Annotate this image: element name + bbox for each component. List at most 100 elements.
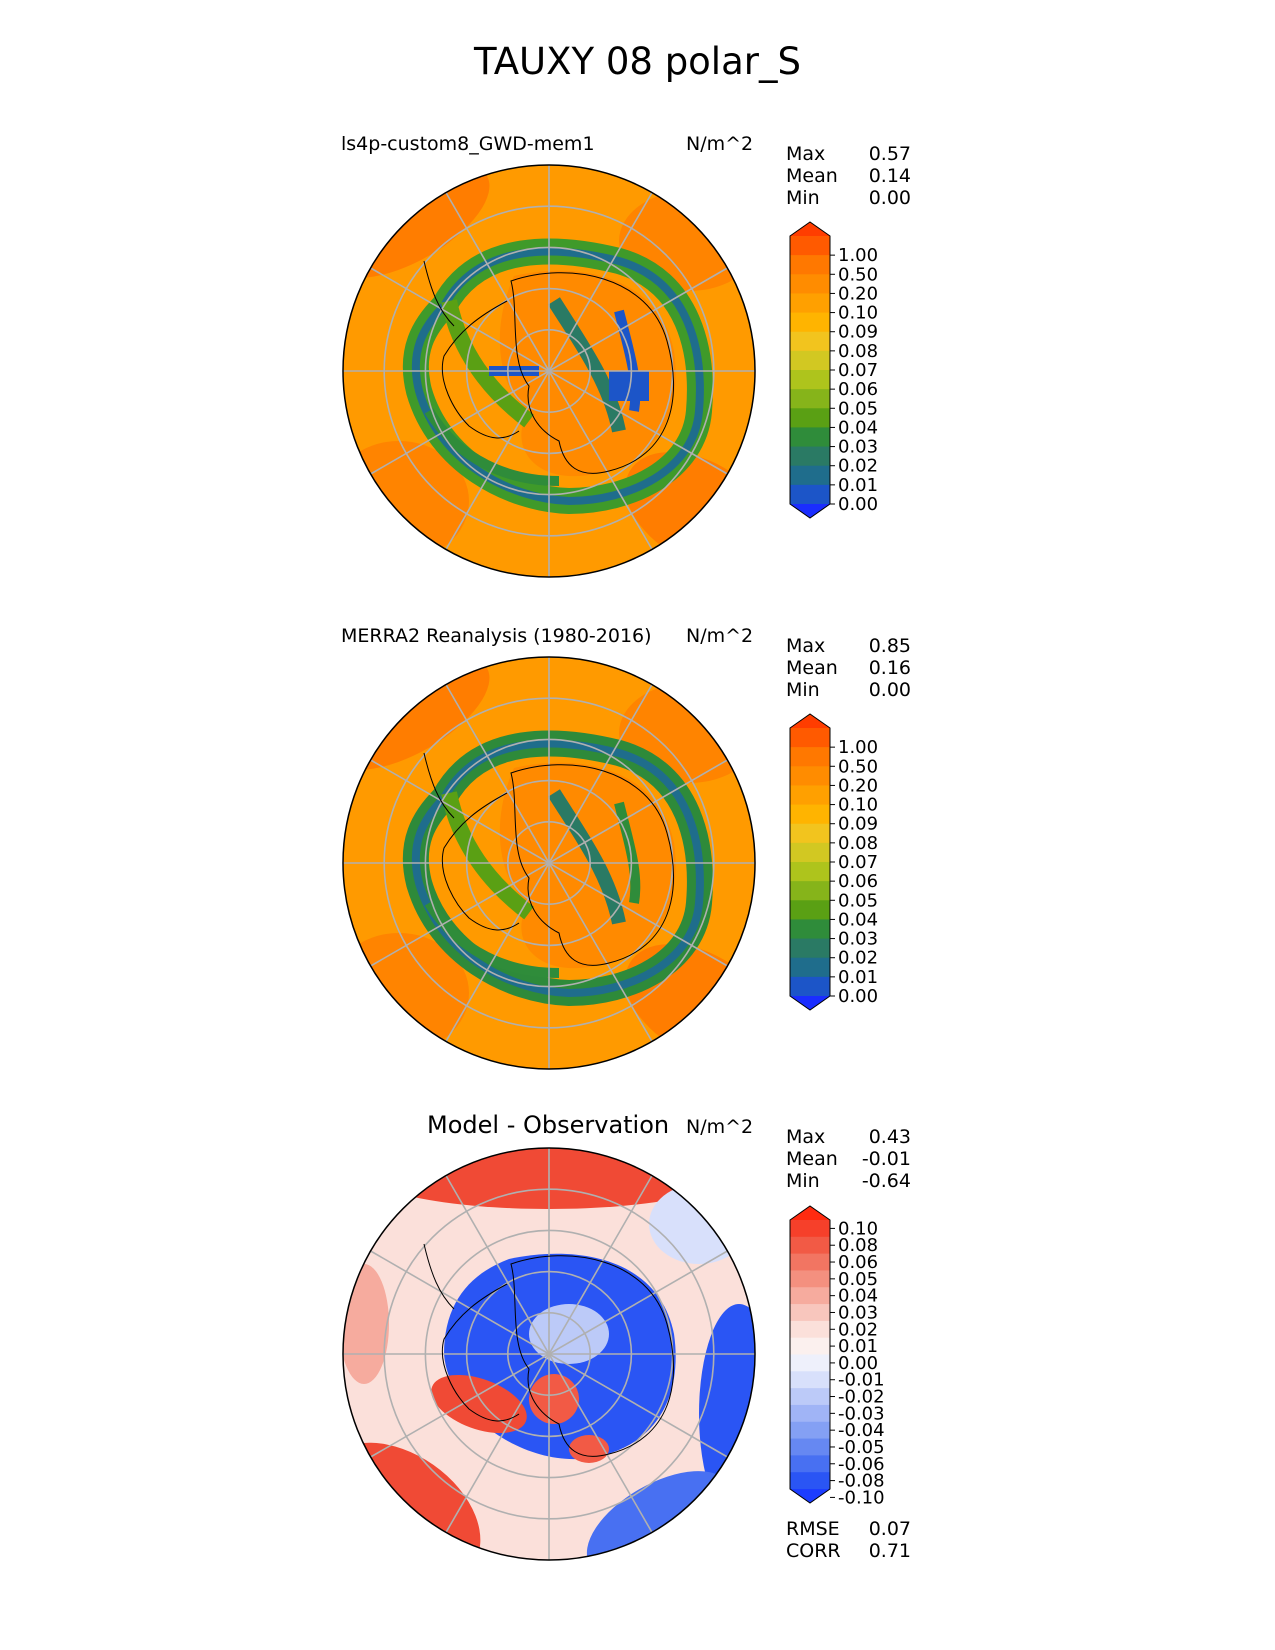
colorbar-segment bbox=[790, 408, 830, 428]
coastline bbox=[510, 272, 674, 474]
colorbar-tick-label: 0.10 bbox=[838, 795, 878, 816]
panel-title: MERRA2 Reanalysis (1980-2016) bbox=[341, 625, 652, 647]
colorbar-tick-label: 0.03 bbox=[838, 929, 878, 950]
colorbar-tick-label: 0.10 bbox=[838, 303, 878, 324]
colorbar-tick-label: 0.00 bbox=[838, 986, 878, 1007]
field-patch bbox=[625, 944, 755, 1062]
field-patch bbox=[649, 1184, 749, 1264]
rmse-value: 0.07 bbox=[868, 1518, 911, 1540]
colorbar-segment bbox=[790, 976, 830, 997]
polar-map bbox=[342, 656, 756, 1070]
colorbar-tick-label: 0.06 bbox=[838, 379, 878, 400]
rmse-label: RMSE bbox=[786, 1518, 840, 1540]
colorbar-tick-label: 0.01 bbox=[838, 475, 878, 496]
colorbar-tick-label: 0.09 bbox=[838, 322, 878, 343]
meridian-line bbox=[445, 1175, 653, 1533]
stat-mean-value: 0.16 bbox=[868, 657, 911, 679]
field-patch bbox=[359, 1148, 739, 1209]
field-streak bbox=[614, 309, 641, 412]
coastline bbox=[423, 1243, 455, 1310]
field-layer bbox=[343, 165, 755, 577]
meridian-line bbox=[370, 267, 728, 475]
stat-mean-value: -0.01 bbox=[861, 1148, 911, 1170]
field-streak bbox=[614, 801, 641, 904]
coastline bbox=[441, 792, 520, 931]
colorbar-tick-label: 0.05 bbox=[838, 1269, 878, 1290]
latitude-circle bbox=[383, 697, 715, 1029]
field-coastal-band bbox=[402, 238, 713, 515]
colorbar-segment bbox=[790, 1388, 830, 1406]
colorbar-segment bbox=[790, 842, 830, 863]
field-layer bbox=[343, 657, 755, 1069]
colorbar-tick-label: -0.02 bbox=[838, 1387, 885, 1408]
field-base bbox=[343, 1148, 755, 1560]
meridian-line bbox=[445, 192, 653, 550]
meridian-line bbox=[370, 267, 728, 475]
units-label: N/m^2 bbox=[686, 133, 754, 155]
latitude-circle bbox=[383, 1188, 715, 1520]
colorbar-segment bbox=[790, 465, 830, 486]
units-label: N/m^2 bbox=[686, 625, 754, 647]
field-interior bbox=[499, 762, 676, 969]
stat-mean-label: Mean bbox=[786, 165, 838, 187]
colorbar-tick-label: 0.10 bbox=[838, 1218, 878, 1239]
stat-max-value: 0.85 bbox=[868, 635, 911, 657]
colorbar-tick-label: -0.03 bbox=[838, 1403, 885, 1424]
colorbar-tick-label: -0.10 bbox=[838, 1487, 885, 1508]
field-patch bbox=[431, 1374, 527, 1434]
colorbar-tick-label: -0.04 bbox=[838, 1420, 885, 1441]
colorbar-segment bbox=[790, 728, 830, 748]
stats-box: Max 0.85 Mean 0.16 Min 0.00 bbox=[786, 635, 911, 701]
field-artifact bbox=[609, 371, 649, 401]
field-coastal-band bbox=[402, 730, 713, 1007]
colorbar-segment bbox=[790, 804, 830, 825]
meridian-line bbox=[445, 684, 653, 1042]
map-border bbox=[342, 164, 756, 578]
latitude-circle bbox=[465, 287, 633, 455]
latitude-circle bbox=[506, 328, 591, 413]
coastline bbox=[441, 1283, 520, 1422]
colorbar-segment bbox=[790, 900, 830, 920]
colorbar-segment bbox=[790, 1472, 830, 1490]
field-layer bbox=[343, 1148, 755, 1560]
field-streak bbox=[548, 297, 626, 433]
colorbar-segment bbox=[790, 881, 830, 901]
field-patch bbox=[625, 452, 755, 570]
colorbar-segment bbox=[790, 1438, 830, 1456]
stats-box: Max 0.43 Mean -0.01 Min -0.64 bbox=[786, 1126, 911, 1192]
field-interior bbox=[499, 270, 676, 477]
metrics-box: RMSE 0.07 CORR 0.71 bbox=[786, 1518, 911, 1562]
corr-value: 0.71 bbox=[868, 1540, 911, 1562]
colorbar-segment bbox=[790, 427, 830, 448]
colorbar-tick-label: 0.08 bbox=[838, 833, 878, 854]
stat-min-value: 0.00 bbox=[868, 187, 911, 209]
polar-map bbox=[342, 1147, 756, 1561]
field-patch bbox=[343, 1264, 389, 1384]
colorbar-tick-label: -0.01 bbox=[838, 1370, 885, 1391]
latitude-circle bbox=[424, 1229, 674, 1479]
colorbar-tick-label: 0.05 bbox=[838, 398, 878, 419]
colorbar-segment bbox=[790, 938, 830, 959]
meridian-line bbox=[445, 192, 653, 550]
colorbar-segment bbox=[790, 331, 830, 352]
colorbar-segment bbox=[790, 785, 830, 806]
colorbar-tick-label: 1.00 bbox=[838, 245, 878, 266]
colorbar-segment bbox=[790, 1253, 830, 1271]
colorbar-tick-label: 0.02 bbox=[838, 456, 878, 477]
colorbar-tick-label: 0.02 bbox=[838, 948, 878, 969]
field-patch bbox=[619, 191, 755, 291]
colorbar-segment bbox=[790, 1236, 830, 1255]
stat-max-label: Max bbox=[786, 635, 826, 657]
coastline bbox=[510, 764, 674, 966]
colorbar-segment bbox=[790, 766, 830, 786]
field-base bbox=[343, 165, 755, 577]
colorbar-outline bbox=[789, 1205, 831, 1504]
stat-min-label: Min bbox=[786, 187, 820, 209]
colorbar-segment bbox=[790, 1287, 830, 1305]
latitude-circle bbox=[383, 205, 715, 537]
colorbar-extension-top bbox=[790, 714, 830, 728]
field-artifact bbox=[489, 366, 539, 376]
colorbar-tick-label: 0.04 bbox=[838, 909, 878, 930]
stat-min-value: -0.64 bbox=[861, 1170, 911, 1192]
meridian-line bbox=[445, 1175, 653, 1533]
